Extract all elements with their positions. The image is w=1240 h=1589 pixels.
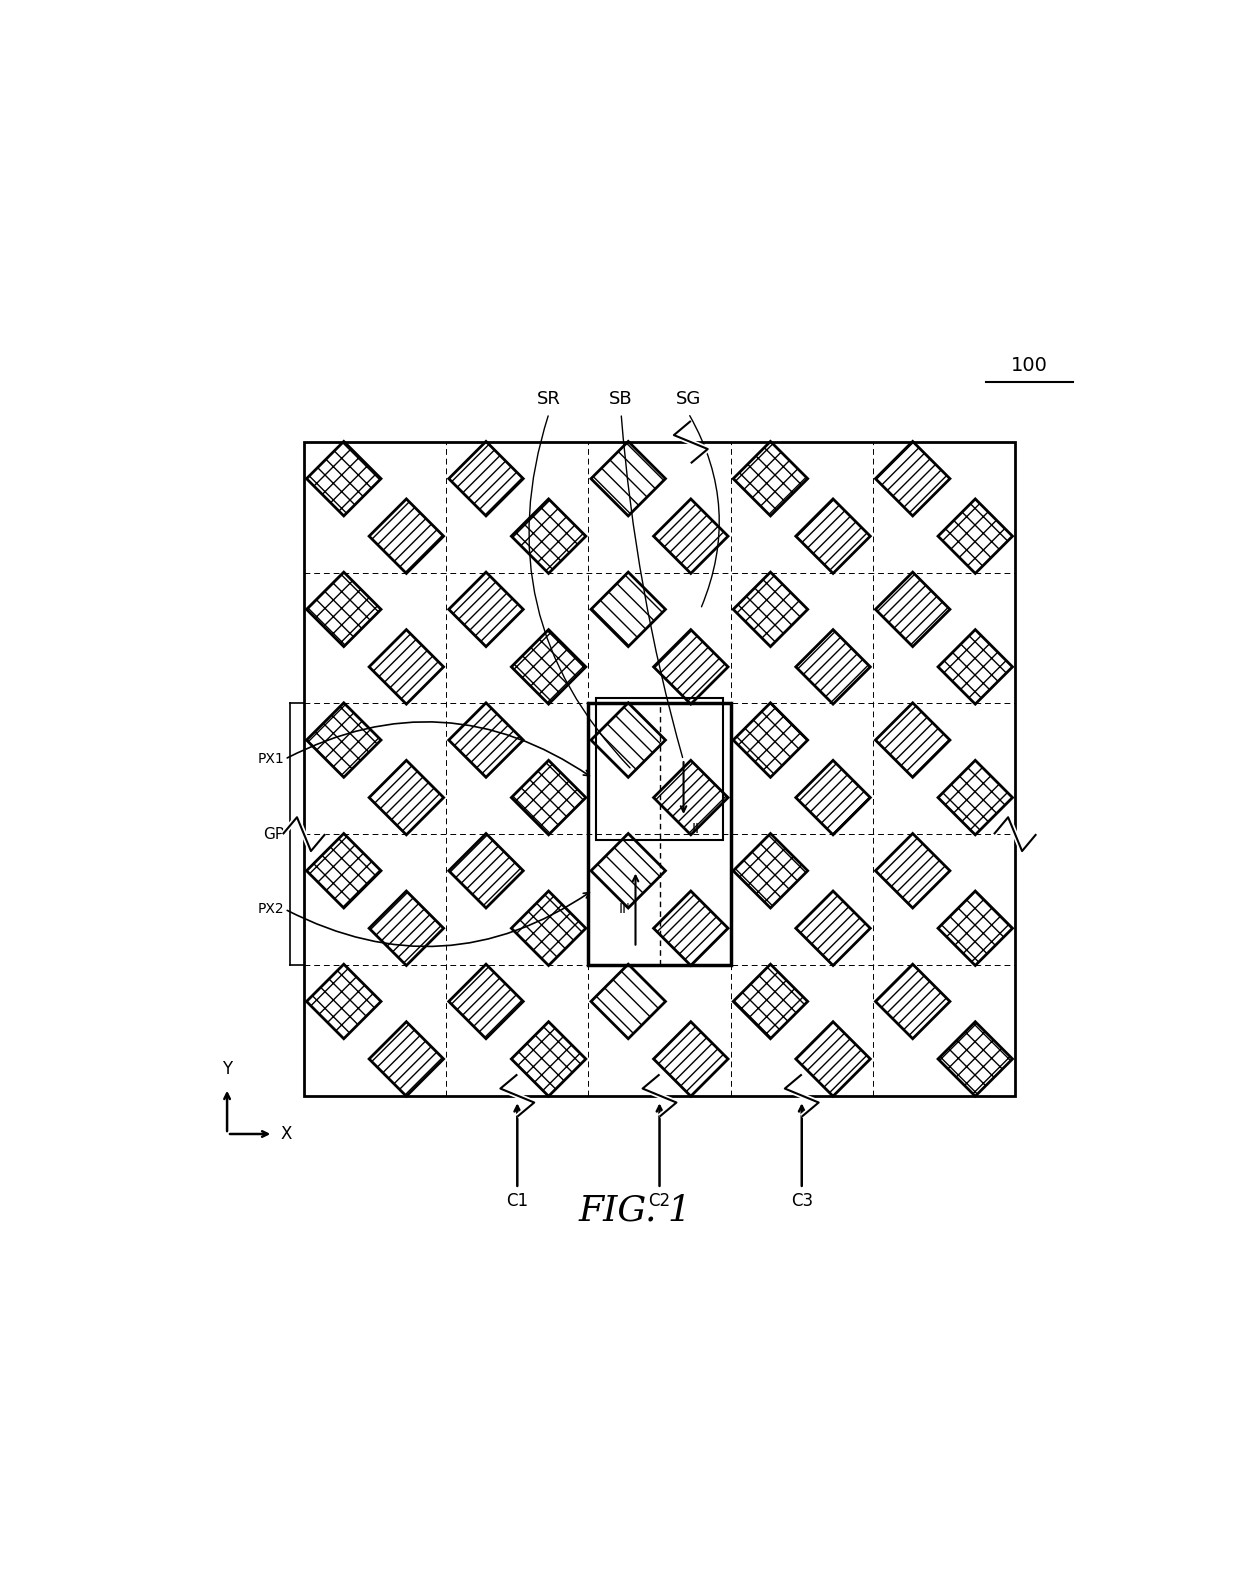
Polygon shape: [306, 702, 381, 777]
Polygon shape: [370, 629, 444, 704]
Polygon shape: [306, 965, 381, 1039]
Polygon shape: [733, 965, 807, 1039]
Polygon shape: [937, 891, 1013, 966]
Polygon shape: [733, 834, 807, 907]
Polygon shape: [306, 442, 381, 516]
Text: II: II: [691, 822, 699, 836]
Polygon shape: [796, 891, 870, 966]
Polygon shape: [511, 499, 585, 574]
Polygon shape: [306, 834, 381, 907]
Text: 100: 100: [1011, 356, 1048, 375]
Polygon shape: [733, 442, 807, 516]
Text: C2: C2: [649, 1192, 671, 1209]
Polygon shape: [733, 572, 807, 647]
Polygon shape: [875, 965, 950, 1039]
Text: SR: SR: [537, 391, 560, 408]
Polygon shape: [511, 760, 585, 834]
Text: PX1: PX1: [258, 752, 285, 766]
Polygon shape: [591, 442, 666, 516]
Polygon shape: [875, 572, 950, 647]
Polygon shape: [653, 499, 728, 574]
Text: SB: SB: [609, 391, 632, 408]
Text: Y: Y: [222, 1060, 232, 1079]
Polygon shape: [306, 572, 381, 647]
Polygon shape: [653, 629, 728, 704]
Polygon shape: [449, 834, 523, 907]
Polygon shape: [511, 891, 585, 966]
Text: II': II': [619, 903, 631, 917]
Polygon shape: [370, 760, 444, 834]
Polygon shape: [937, 629, 1013, 704]
Polygon shape: [449, 442, 523, 516]
Polygon shape: [653, 760, 728, 834]
Polygon shape: [796, 629, 870, 704]
Polygon shape: [937, 1022, 1013, 1096]
Polygon shape: [449, 572, 523, 647]
Polygon shape: [653, 1022, 728, 1096]
Polygon shape: [733, 702, 807, 777]
Polygon shape: [370, 1022, 444, 1096]
Text: GP: GP: [264, 826, 285, 842]
Bar: [596, 698, 723, 839]
Text: FIG. 1: FIG. 1: [579, 1193, 692, 1228]
Polygon shape: [875, 834, 950, 907]
Text: X: X: [281, 1125, 293, 1142]
Text: C1: C1: [506, 1192, 528, 1209]
Polygon shape: [591, 572, 666, 647]
Polygon shape: [875, 442, 950, 516]
Polygon shape: [796, 760, 870, 834]
Text: PX2: PX2: [258, 903, 285, 917]
Polygon shape: [591, 965, 666, 1039]
Polygon shape: [653, 891, 728, 966]
Polygon shape: [796, 499, 870, 574]
Polygon shape: [796, 1022, 870, 1096]
Text: SG: SG: [676, 391, 701, 408]
Polygon shape: [937, 499, 1013, 574]
Polygon shape: [370, 891, 444, 966]
Polygon shape: [511, 629, 585, 704]
Polygon shape: [511, 1022, 585, 1096]
Bar: [304, 442, 1016, 1095]
Polygon shape: [449, 702, 523, 777]
Polygon shape: [591, 702, 666, 777]
Bar: [589, 704, 730, 965]
Polygon shape: [875, 702, 950, 777]
Polygon shape: [449, 965, 523, 1039]
Polygon shape: [591, 834, 666, 907]
Polygon shape: [370, 499, 444, 574]
Polygon shape: [937, 760, 1013, 834]
Text: C3: C3: [791, 1192, 812, 1209]
